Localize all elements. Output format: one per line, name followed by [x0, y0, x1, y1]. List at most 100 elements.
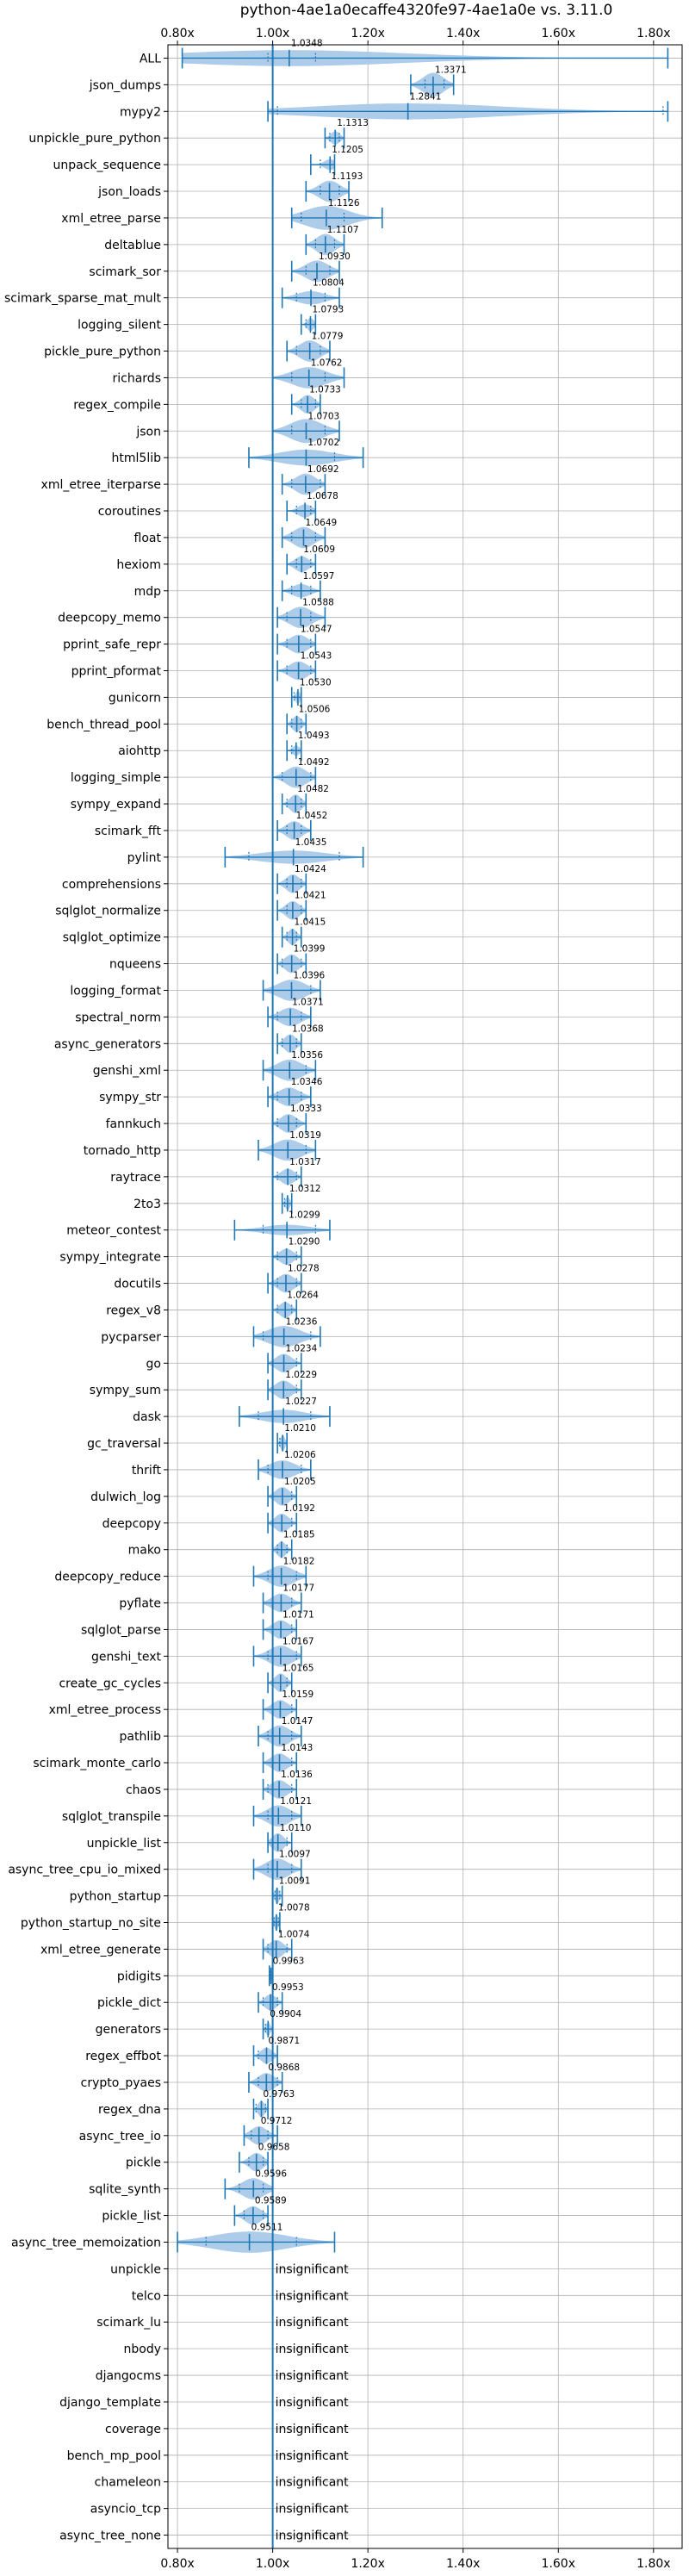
data-label: 1.0205	[284, 1477, 316, 1487]
insignificant-label: insignificant	[276, 2503, 350, 2517]
data-label: 1.0762	[311, 358, 343, 368]
y-tick-label: scimark_sor	[89, 265, 161, 279]
data-label: 1.0678	[307, 491, 338, 501]
y-tick-label: pycparser	[101, 1330, 161, 1344]
y-tick-label: mako	[128, 1544, 161, 1558]
insignificant-label: insignificant	[276, 2343, 350, 2356]
y-tick-label: unpack_sequence	[53, 159, 161, 172]
data-label: 0.9904	[270, 2009, 301, 2019]
x-tick-label-top: 1.60x	[542, 27, 575, 40]
y-tick-label: nqueens	[109, 958, 161, 972]
y-tick-label: xml_etree_iterparse	[41, 478, 161, 492]
data-label: 1.0424	[295, 864, 326, 874]
x-tick-label-top: 1.40x	[446, 27, 480, 40]
data-label: 1.0121	[280, 1796, 312, 1807]
y-tick-label: meteor_contest	[66, 1224, 161, 1238]
y-tick-label: pyflate	[119, 1597, 161, 1611]
data-label: 1.0356	[291, 1050, 323, 1061]
x-tick-label-top: 1.00x	[256, 27, 289, 40]
data-label: 1.0435	[295, 837, 327, 848]
data-label: 1.0229	[285, 1370, 317, 1380]
data-label: 1.0177	[282, 1584, 314, 1594]
y-tick-label: fannkuch	[106, 1117, 161, 1131]
insignificant-label: insignificant	[276, 2289, 350, 2303]
data-label: 1.0703	[307, 411, 339, 421]
y-tick-label: asyncio_tcp	[90, 2503, 161, 2517]
data-label: 1.0206	[284, 1450, 316, 1460]
y-tick-label: comprehensions	[62, 878, 161, 892]
y-tick-label: html5lib	[112, 451, 162, 465]
data-label: 1.0312	[289, 1184, 321, 1194]
y-tick-label: sympy_expand	[71, 798, 161, 812]
data-label: 1.0793	[312, 305, 344, 315]
y-tick-label: django_template	[59, 2396, 161, 2410]
y-tick-label: async_tree_io	[79, 2130, 161, 2144]
y-tick-label: docutils	[114, 1278, 161, 1291]
y-tick-label: coroutines	[98, 505, 161, 519]
label-layer: 1.0348 1.3371 1.2841 1.1313 1.1205 1.1193 1.11…	[251, 38, 467, 2542]
data-label: 1.0692	[307, 464, 339, 475]
data-label: 1.0348	[291, 38, 323, 48]
data-label: 1.0547	[301, 625, 332, 635]
y-tick-label: raytrace	[110, 1171, 161, 1185]
y-tick-label: scimark_fft	[95, 824, 162, 838]
insignificant-label: insignificant	[276, 2529, 350, 2543]
data-label: 1.0930	[319, 252, 351, 262]
insignificant-label: insignificant	[276, 2476, 350, 2490]
data-label: 0.9868	[268, 2063, 300, 2073]
data-label: 1.0227	[285, 1397, 317, 1407]
y-tick-label: spectral_norm	[75, 1011, 161, 1024]
y-tick-label: sympy_str	[99, 1091, 161, 1104]
y-tick-label: async_tree_memoization	[11, 2236, 161, 2249]
data-label: 0.9871	[268, 2036, 300, 2046]
x-tick-label-top: 0.80x	[160, 27, 194, 40]
chart-title: python-4ae1a0ecaffe4320fe97-4ae1a0e vs. …	[240, 2, 613, 19]
data-label: 0.9953	[272, 1982, 304, 1993]
data-label: 1.0236	[286, 1316, 318, 1327]
y-tick-label: chaos	[126, 1783, 161, 1797]
data-label: 1.1126	[328, 198, 360, 208]
data-label: 1.0264	[287, 1290, 319, 1300]
y-tick-label: gunicorn	[109, 691, 161, 705]
y-tick-label: async_tree_cpu_io_mixed	[8, 1864, 161, 1877]
y-tick-label: sympy_integrate	[59, 1251, 161, 1265]
y-tick-label: bench_mp_pool	[67, 2449, 161, 2463]
y-tick-label: pickle_pure_python	[44, 345, 161, 359]
data-label: 1.0399	[294, 944, 326, 955]
y-tick-label: regex_dna	[98, 2103, 161, 2117]
y-tick-label: deepcopy	[102, 1517, 161, 1531]
insignificant-label: insignificant	[276, 2316, 350, 2330]
violin-layer	[177, 47, 669, 2253]
y-tick-label: 2to3	[133, 1198, 161, 1211]
data-label: 1.0078	[278, 1903, 310, 1913]
data-label: 1.0733	[309, 384, 341, 395]
y-tick-label: float	[134, 532, 162, 545]
y-tick-label: djangocms	[96, 2369, 161, 2383]
data-label: 1.0543	[301, 651, 332, 662]
x-tick-label-bottom: 1.20x	[351, 2557, 384, 2571]
data-label: 1.1107	[327, 225, 359, 235]
data-label: 1.1205	[332, 145, 363, 155]
y-tick-label: thrift	[132, 1464, 162, 1478]
y-tick-label: scimark_sparse_mat_mult	[4, 292, 161, 306]
y-tick-label: create_gc_cycles	[59, 1677, 161, 1690]
y-tick-label: sqlglot_transpile	[62, 1810, 161, 1824]
y-tick-label: pickle	[126, 2156, 161, 2170]
insignificant-label: insignificant	[276, 2369, 350, 2383]
data-label: 1.0371	[292, 997, 324, 1007]
y-tick-label: mdp	[134, 585, 162, 599]
y-tick-label: pathlib	[120, 1730, 162, 1744]
y-tick-label: deltablue	[104, 239, 161, 252]
y-tick-label: logging_silent	[78, 319, 161, 333]
y-tick-label: xml_etree_parse	[61, 212, 161, 226]
insignificant-label: insignificant	[276, 2423, 350, 2436]
y-tick-label: aiohttp	[118, 744, 161, 758]
y-tick-label: json_loads	[97, 185, 161, 199]
data-label: 1.0609	[303, 544, 335, 555]
x-tick-label-top: 1.20x	[351, 27, 384, 40]
data-label: 0.9712	[261, 2116, 293, 2126]
data-label: 1.1193	[332, 171, 363, 182]
data-label: 1.0147	[282, 1716, 313, 1727]
y-tick-label: pickle_dict	[97, 1996, 162, 2010]
